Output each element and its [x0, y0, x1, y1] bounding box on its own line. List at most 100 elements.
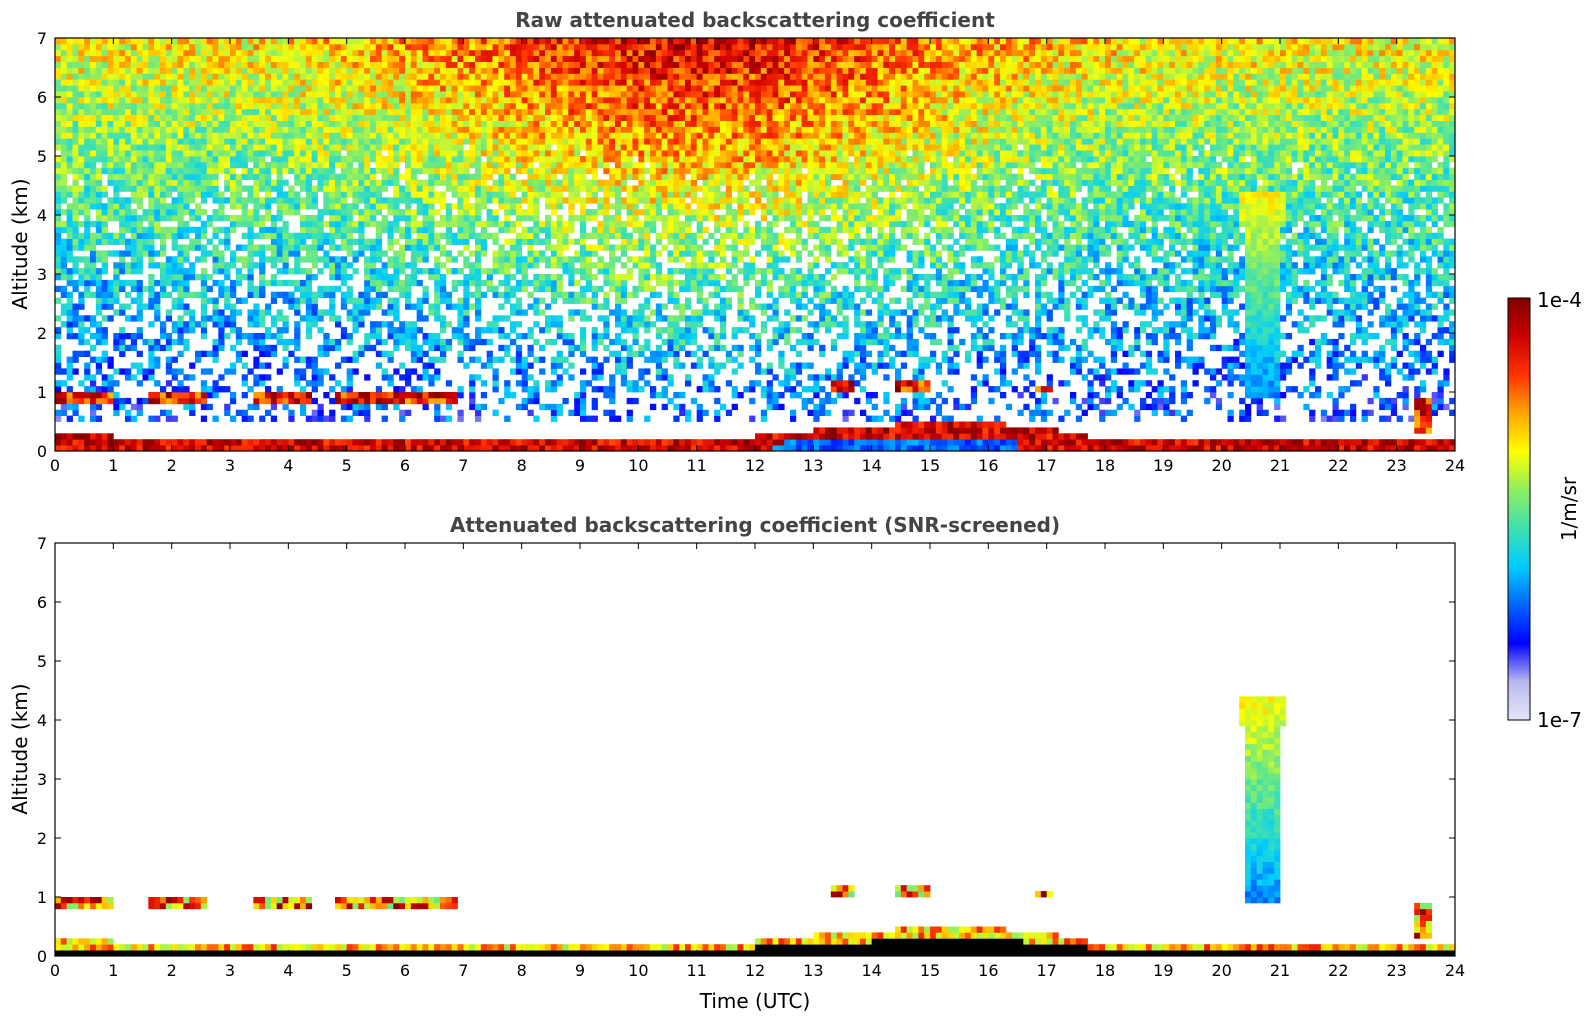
heatmap-cell: [200, 380, 208, 387]
heatmap-cell: [358, 445, 365, 451]
heatmap-cell: [556, 197, 563, 204]
heatmap-cell: [218, 167, 225, 175]
heatmap-cell: [241, 150, 248, 157]
heatmap-cell: [585, 120, 593, 127]
heatmap-cell: [288, 191, 295, 198]
heatmap-cell: [130, 244, 138, 251]
heatmap-cell: [84, 156, 91, 163]
heatmap-cell: [305, 61, 313, 68]
heatmap-cell: [78, 433, 85, 440]
heatmap-cell: [609, 220, 616, 228]
heatmap-cell: [352, 256, 359, 263]
heatmap-cell: [200, 445, 208, 451]
heatmap-cell: [574, 268, 581, 275]
heatmap-cell: [305, 268, 313, 275]
heatmap-cell: [469, 108, 476, 116]
heatmap-cell: [457, 297, 464, 304]
heatmap-cell: [165, 150, 173, 157]
heatmap-cell: [165, 333, 173, 340]
heatmap-cell: [469, 114, 476, 121]
heatmap-cell: [218, 439, 225, 446]
heatmap-cell: [346, 445, 353, 451]
heatmap-cell: [521, 61, 528, 68]
heatmap-cell: [445, 120, 453, 127]
heatmap-cell: [125, 439, 132, 446]
heatmap-cell: [72, 120, 79, 127]
heatmap-cell: [72, 179, 79, 186]
heatmap-cell: [84, 238, 91, 245]
heatmap-cell: [329, 91, 336, 98]
heatmap-cell: [282, 392, 289, 399]
heatmap-cell: [84, 114, 91, 121]
heatmap-cell: [422, 97, 429, 104]
heatmap-cell: [136, 368, 143, 375]
heatmap-cell: [323, 49, 330, 57]
heatmap-cell: [224, 73, 231, 80]
heatmap-cell: [381, 179, 388, 186]
heatmap-cell: [428, 232, 435, 239]
heatmap-cell: [568, 167, 575, 175]
heatmap-cell: [165, 97, 173, 104]
heatmap-cell: [270, 244, 278, 251]
heatmap-cell: [498, 344, 505, 352]
heatmap-cell: [305, 226, 313, 234]
heatmap-cell: [574, 185, 581, 192]
heatmap-cell: [189, 126, 196, 133]
heatmap-cell: [171, 297, 178, 304]
heatmap-cell: [230, 161, 237, 169]
heatmap-cell: [60, 256, 68, 263]
heatmap-cell: [66, 362, 73, 369]
heatmap-cell: [189, 102, 196, 110]
heatmap-cell: [130, 179, 138, 186]
heatmap-cell: [148, 262, 155, 269]
heatmap-cell: [486, 138, 493, 145]
heatmap-cell: [160, 55, 167, 62]
heatmap-cell: [189, 215, 196, 222]
heatmap-cell: [375, 161, 383, 169]
heatmap-cell: [352, 397, 359, 405]
heatmap-cell: [235, 356, 243, 363]
heatmap-cell: [294, 333, 301, 340]
heatmap-cell: [323, 333, 330, 340]
heatmap-cell: [270, 279, 278, 287]
heatmap-cell: [562, 108, 569, 116]
heatmap-cell: [171, 114, 178, 121]
heatmap-cell: [72, 61, 79, 68]
heatmap-cell: [55, 397, 62, 405]
heatmap-cell: [101, 156, 108, 163]
heatmap-cell: [212, 91, 219, 98]
heatmap-cell: [568, 132, 575, 139]
heatmap-cell: [410, 97, 418, 104]
heatmap-cell: [469, 173, 476, 180]
heatmap-cell: [200, 403, 208, 411]
heatmap-cell: [521, 102, 528, 110]
heatmap-cell: [451, 191, 458, 198]
heatmap-cell: [329, 203, 336, 210]
heatmap-cell: [335, 43, 342, 51]
heatmap-cell: [451, 185, 458, 192]
heatmap-cell: [515, 138, 523, 145]
heatmap-cell: [142, 43, 149, 51]
heatmap-cell: [440, 179, 447, 186]
heatmap-cell: [311, 85, 318, 92]
heatmap-cell: [171, 197, 178, 204]
heatmap-cell: [230, 291, 237, 298]
heatmap-cell: [247, 85, 254, 92]
heatmap-cell: [200, 250, 208, 257]
heatmap-cell: [189, 132, 196, 139]
heatmap-cell: [399, 97, 406, 104]
heatmap-cell: [370, 397, 377, 405]
heatmap-cell: [486, 73, 493, 80]
heatmap-cell: [562, 91, 569, 98]
heatmap-cell: [323, 97, 330, 104]
heatmap-cell: [580, 338, 587, 346]
heatmap-cell: [276, 250, 283, 257]
heatmap-cell: [434, 397, 441, 405]
heatmap-cell: [603, 244, 610, 251]
heatmap-cell: [440, 156, 447, 163]
heatmap-cell: [183, 232, 190, 239]
heatmap-cell: [130, 262, 138, 269]
heatmap-cell: [66, 297, 73, 304]
heatmap-cell: [510, 120, 517, 127]
heatmap-cell: [224, 368, 231, 375]
